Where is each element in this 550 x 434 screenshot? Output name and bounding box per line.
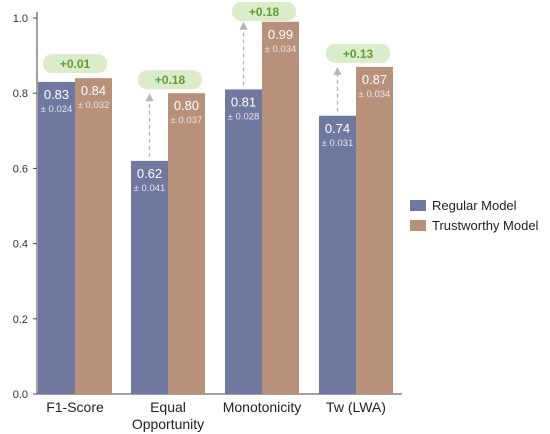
y-tick-label: 0.6 <box>13 163 28 175</box>
legend-label-regular: Regular Model <box>432 197 517 213</box>
bar-error-label: ± 0.041 <box>134 183 166 194</box>
improvement-arrow-head <box>239 21 248 30</box>
bar-value-label: 0.62 <box>137 166 162 181</box>
improvement-label: +0.18 <box>155 73 186 87</box>
bar-value-label: 0.74 <box>325 121 350 136</box>
bar-value-label: 0.99 <box>268 27 293 42</box>
bar-trustworthy <box>75 78 112 394</box>
legend-item-regular: Regular Model <box>410 196 538 214</box>
improvement-label: +0.13 <box>343 47 374 61</box>
bar-error-label: ± 0.034 <box>359 89 391 100</box>
y-tick-label: 0.0 <box>13 389 28 401</box>
bar-error-label: ± 0.034 <box>265 44 297 55</box>
bar-regular <box>225 89 262 394</box>
improvement-arrow-head <box>145 93 154 102</box>
bar-error-label: ± 0.028 <box>228 111 260 122</box>
legend-label-trustworthy: Trustworthy Model <box>432 217 539 233</box>
bar-value-label: 0.84 <box>81 83 106 98</box>
y-tick-label: 1.0 <box>13 13 28 25</box>
bar-regular <box>38 81 75 395</box>
bar-value-label: 0.81 <box>231 94 256 109</box>
bar-regular <box>131 160 168 394</box>
bar-value-label: 0.87 <box>362 72 387 87</box>
legend-item-trustworthy: Trustworthy Model <box>410 216 538 234</box>
bar-error-label: ± 0.032 <box>78 100 110 111</box>
bar-value-label: 0.83 <box>44 87 69 102</box>
legend-swatch-regular <box>410 199 426 211</box>
improvement-label: +0.18 <box>249 5 280 19</box>
bar-trustworthy <box>168 93 205 394</box>
bar-trustworthy <box>262 21 299 394</box>
bar-error-label: ± 0.031 <box>322 138 354 149</box>
x-category-label: Tw (LWA) <box>326 399 386 415</box>
x-category-label: Opportunity <box>132 416 204 432</box>
bar-error-label: ± 0.037 <box>171 115 203 126</box>
improvement-badge <box>232 2 296 21</box>
x-category-label: Monotonicity <box>223 399 302 415</box>
y-tick-label: 0.8 <box>13 88 28 100</box>
x-category-label: Equal <box>150 399 186 415</box>
improvement-badge <box>138 70 202 90</box>
x-category-label: F1-Score <box>46 399 104 415</box>
improvement-arrow-head <box>333 66 342 75</box>
improvement-badge <box>326 43 390 63</box>
bar-error-label: ± 0.024 <box>41 104 73 115</box>
bar-trustworthy <box>356 66 393 394</box>
improvement-label: +0.01 <box>60 57 91 71</box>
legend: Regular Model Trustworthy Model <box>410 196 538 236</box>
y-tick-label: 0.4 <box>13 239 28 251</box>
bar-value-label: 0.80 <box>174 98 199 113</box>
improvement-badge <box>43 54 107 74</box>
y-tick-label: 0.2 <box>13 314 28 326</box>
legend-swatch-trustworthy <box>410 219 426 231</box>
bar-regular <box>319 115 356 394</box>
